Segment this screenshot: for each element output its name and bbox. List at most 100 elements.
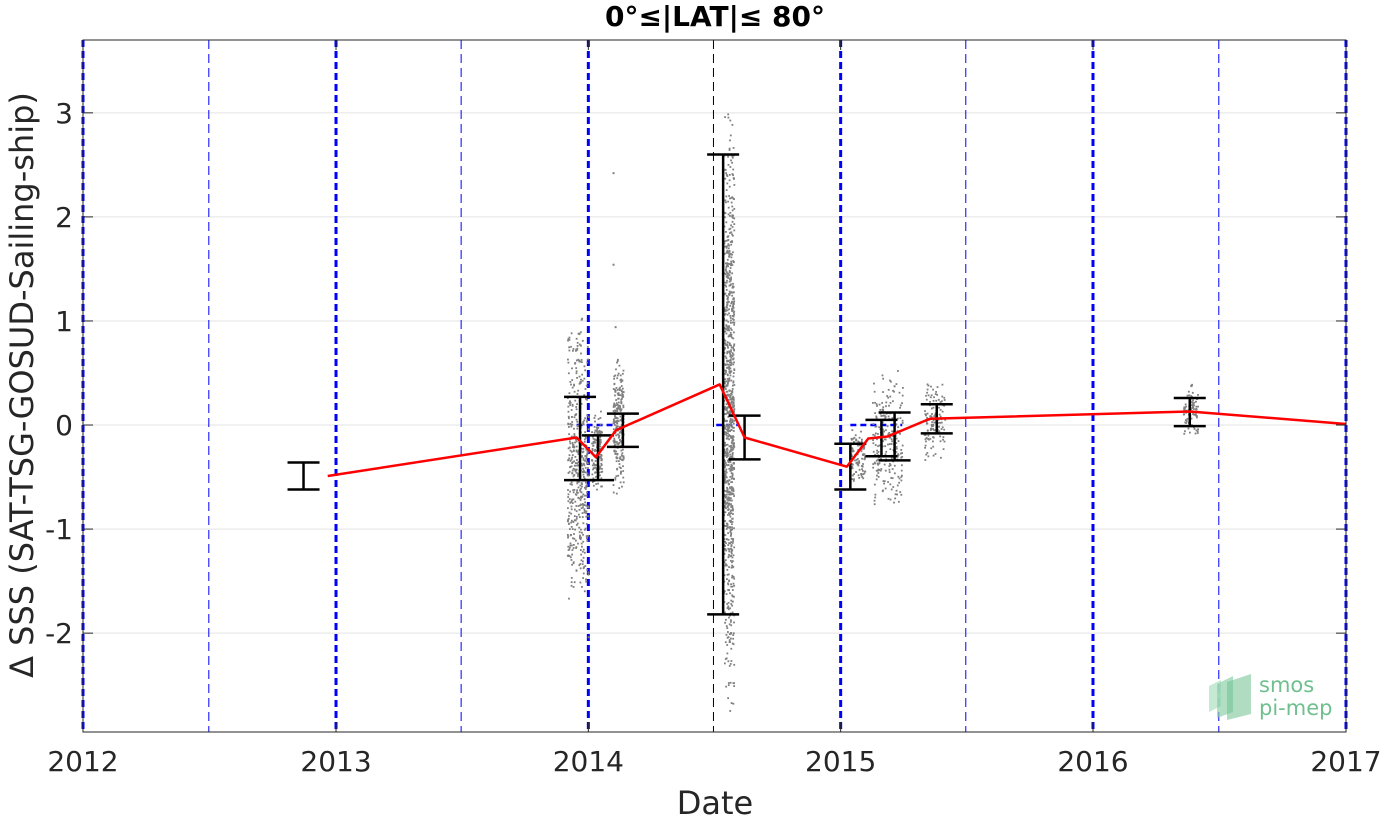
scatter-point [1190,417,1193,420]
scatter-point [724,481,726,484]
scatter-point [575,450,578,453]
scatter-point [579,563,582,565]
scatter-point [569,423,572,425]
scatter-point [873,382,875,385]
scatter-point [728,253,731,255]
scatter-point [581,373,584,376]
scatter-point [586,451,589,454]
scatter-point [575,337,578,340]
scatter-point [728,430,731,432]
scatter-point [567,517,570,520]
scatter-point [569,483,572,486]
scatter-point [615,387,618,389]
y-tick-label: -2 [45,617,73,650]
plot-area [81,40,1348,732]
scatter-point [621,379,624,382]
scatter-point [725,407,728,410]
scatter-point [727,415,730,418]
x-tick-label: 2014 [553,745,624,778]
scatter-point [725,294,728,297]
scatter-point [732,147,735,149]
scatter-point [732,436,735,438]
scatter-point [873,503,876,506]
scatter-point [731,442,734,445]
scatter-point [930,423,933,426]
scatter-point [594,438,597,441]
scatter-point [616,408,619,411]
scatter-point [725,452,728,455]
scatter-point [728,361,731,364]
scatter-point [730,329,733,331]
scatter-point [725,542,727,545]
scatter-point [727,238,730,241]
scatter-point [571,442,574,444]
scatter-point [620,470,622,473]
scatter-point [730,504,733,507]
scatter-point [613,405,616,408]
scatter-point [879,469,882,472]
scatter-point [571,528,574,530]
scatter-point [567,361,570,364]
scatter-point [725,221,728,224]
scatter-point [594,441,597,444]
scatter-point [730,660,733,662]
scatter-point [874,453,876,456]
scatter-point [874,444,877,446]
scatter-point [618,442,621,444]
scatter-point [860,474,863,477]
scatter-point [731,574,734,577]
scatter-point [725,496,728,499]
scatter-point [573,533,575,535]
scatter-point [727,589,730,592]
scatter-point [727,532,729,535]
scatter-point [730,364,733,366]
scatter-point [567,358,569,361]
scatter-point [573,488,576,491]
scatter-point [617,443,620,446]
scatter-point [616,360,619,362]
scatter-point [600,458,603,460]
scatter-point [573,468,576,471]
scatter-point [887,443,889,446]
scatter-point [729,607,732,610]
scatter-point [730,243,733,246]
scatter-point [594,429,597,432]
scatter-point [726,644,729,646]
scatter-point [894,493,897,496]
scatter-point [732,595,735,598]
scatter-point [732,177,735,180]
scatter-point [733,477,735,480]
scatter-point [887,388,890,391]
scatter-point [733,682,735,685]
scatter-point [732,381,735,384]
scatter-point [731,594,734,597]
scatter-point [570,581,573,584]
scatter-point [725,685,728,688]
scatter-point [571,563,574,566]
scatter-point [728,639,731,641]
scatter-point [620,441,623,444]
scatter-point [887,396,890,399]
scatter-point [731,560,734,563]
scatter-point [901,444,904,447]
scatter-point [726,366,729,369]
scatter-point [733,426,735,429]
scatter-point [579,360,582,363]
scatter-point [729,252,732,255]
scatter-point [730,603,733,605]
scatter-point [732,311,735,314]
scatter-point [723,386,726,388]
scatter-point [585,448,588,451]
scatter-point [728,185,731,188]
scatter-point [726,350,729,353]
scatter-point [577,472,579,475]
scatter-point [882,391,884,393]
scatter-point [573,581,576,584]
scatter-point [576,420,579,423]
scatter-point [724,450,727,453]
scatter-point [572,450,575,453]
scatter-point [728,195,730,197]
scatter-point [1196,430,1199,433]
scatter-point [725,525,728,528]
scatter-point [727,435,730,438]
